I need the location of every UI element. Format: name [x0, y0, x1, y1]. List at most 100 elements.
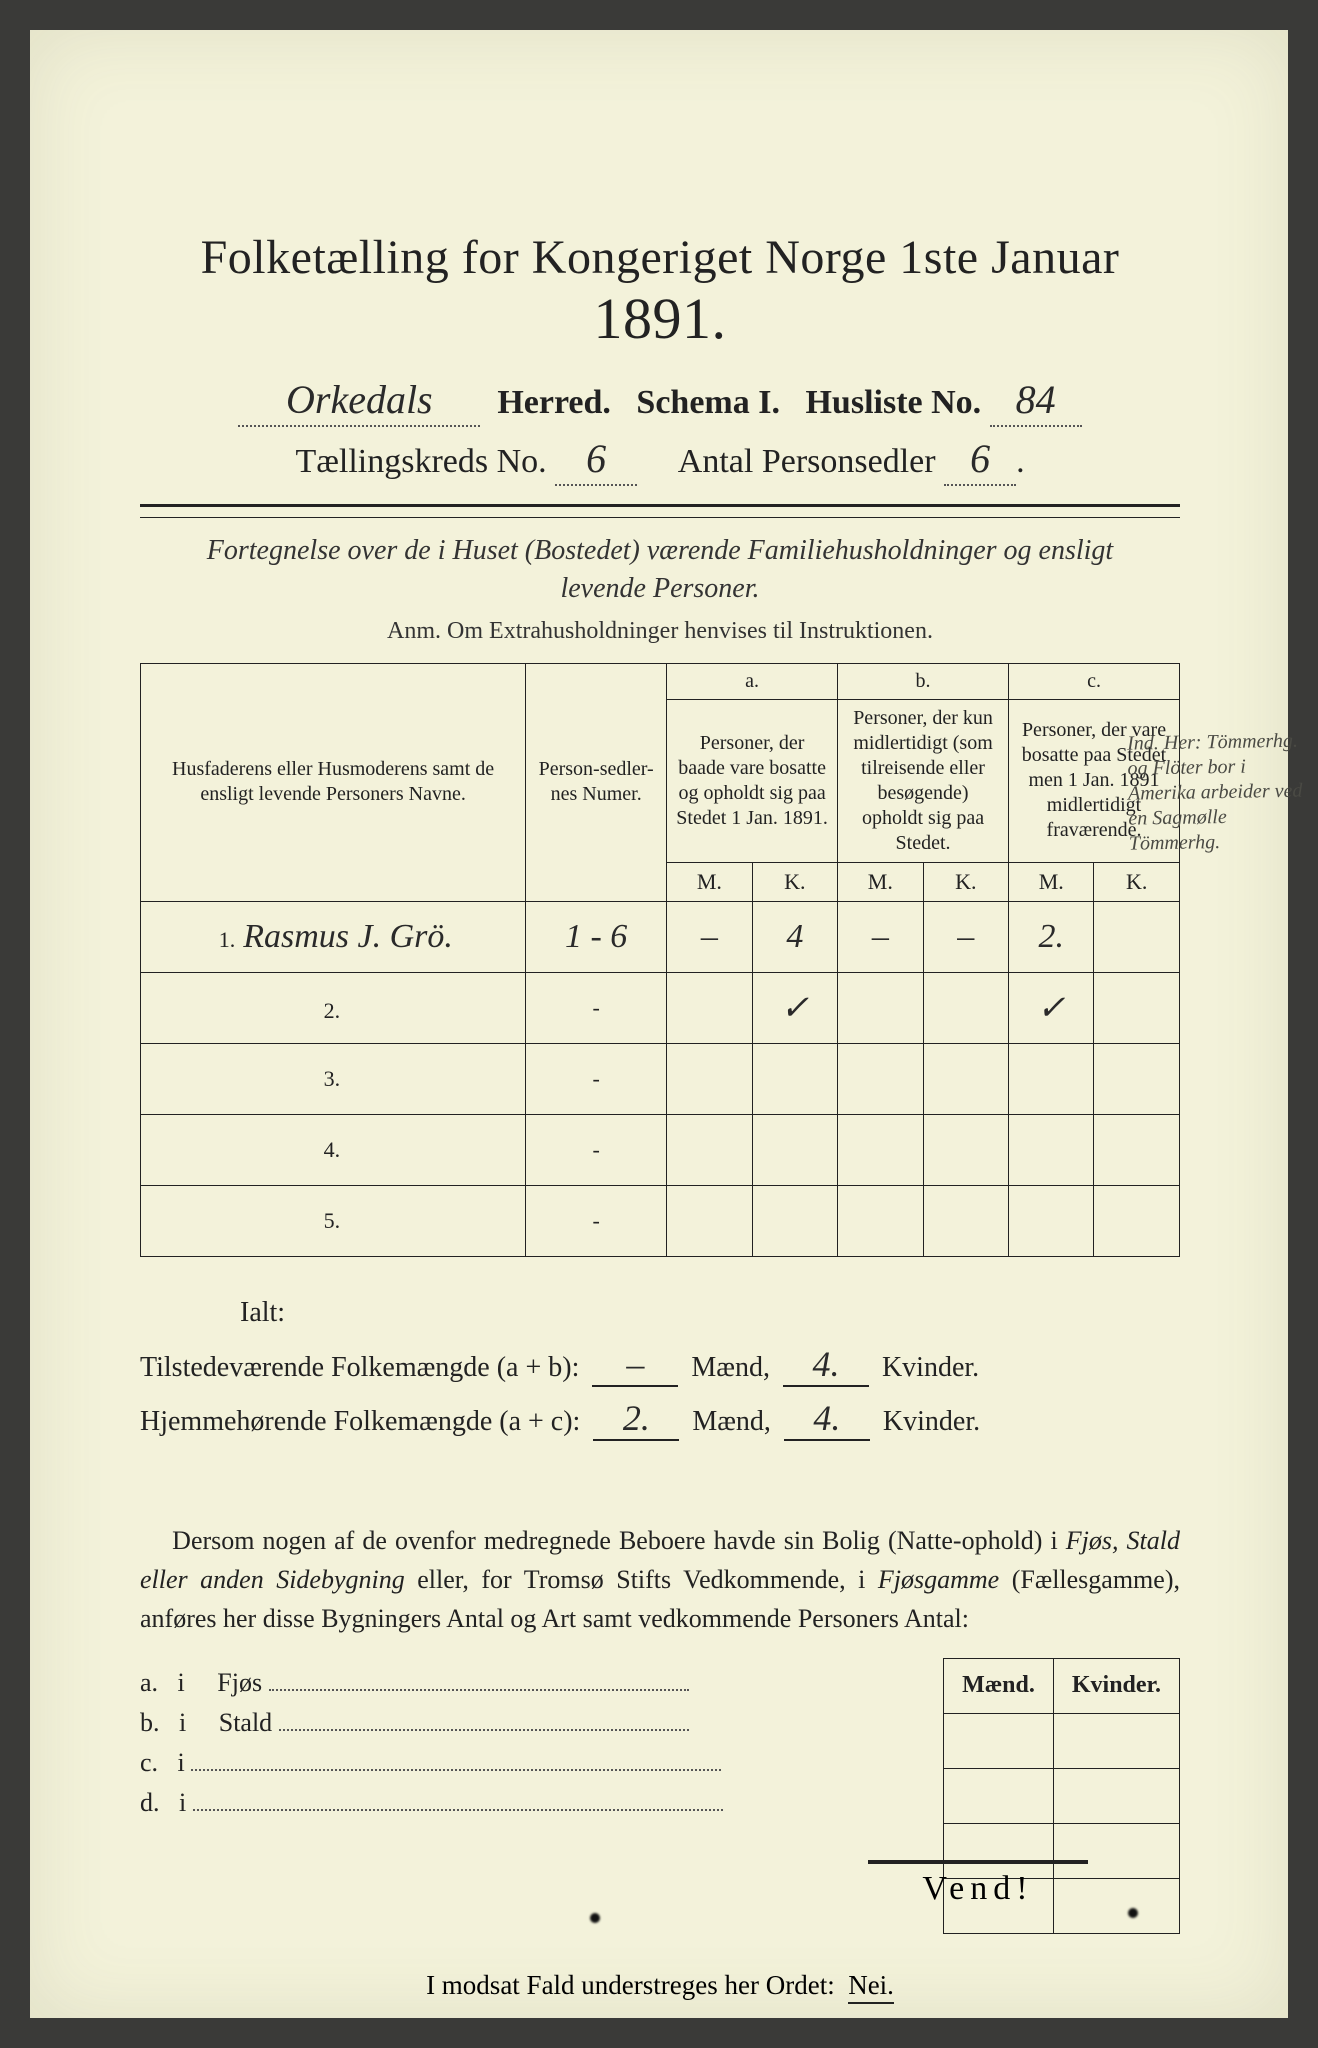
byg-row: a. i Fjøs: [140, 1668, 929, 1698]
cell: –: [701, 918, 718, 955]
herred-label: Herred.: [497, 384, 611, 421]
ialt-kvinder: Kvinder.: [882, 1352, 979, 1383]
nei-text: I modsat Fald understreges her Ordet:: [426, 1970, 835, 2000]
row-numer: 1 - 6: [565, 918, 627, 955]
ialt-maend: Mænd,: [691, 1352, 770, 1383]
husliste-value: 84: [1016, 377, 1056, 422]
byg-i: i: [179, 1788, 186, 1817]
ialt-row2-label: Hjemmehørende Folkemængde (a + c):: [140, 1406, 580, 1438]
ialt-r1-k: 4.: [812, 1344, 839, 1384]
ialt-r2-k: 4.: [813, 1398, 840, 1438]
kreds-label: Tællingskreds No.: [295, 443, 546, 480]
row-num: 5.: [318, 1208, 340, 1234]
byg-key: a.: [140, 1668, 158, 1697]
ialt-row1-label: Tilstedeværende Folkemængde (a + b):: [140, 1352, 579, 1384]
intro-text: Fortegnelse over de i Huset (Bostedet) v…: [180, 532, 1140, 608]
byg-cell: [1053, 1768, 1179, 1823]
row-numer: -: [592, 1066, 599, 1091]
cell: 2.: [1039, 918, 1065, 955]
antal-label: Antal Personsedler: [678, 443, 936, 480]
hdr-a-m: M.: [667, 862, 752, 901]
nei-line: I modsat Fald understreges her Ordet: Ne…: [140, 1970, 1180, 2001]
hdr-c-m: M.: [1009, 862, 1094, 901]
row-num: 3.: [318, 1066, 340, 1092]
byg-key: b.: [140, 1708, 160, 1737]
dots: [269, 1670, 689, 1690]
ink-smudge: [1128, 1908, 1138, 1918]
row-numer: -: [592, 1137, 599, 1162]
buildings-list: a. i Fjøs b. i Stald c. i: [140, 1658, 929, 1934]
ialt-label: Ialt:: [240, 1297, 1180, 1329]
document-page: Folketælling for Kongeriget Norge 1ste J…: [30, 30, 1288, 2018]
row-num: 2.: [318, 998, 340, 1024]
cell: ✓: [1037, 990, 1066, 1027]
table-row: 1. Rasmus J. Grö. 1 - 6 – 4 – – 2.: [141, 901, 1180, 972]
hdr-c-top: c.: [1009, 663, 1180, 699]
row-num: 1.: [213, 927, 235, 953]
ialt-row-2: Hjemmehørende Folkemængde (a + c): 2. Mæ…: [140, 1397, 1180, 1441]
ialt-r2-m: 2.: [623, 1398, 650, 1438]
header-line-3: Tællingskreds No. 6 Antal Personsedler 6…: [140, 435, 1180, 486]
cell: –: [872, 918, 889, 955]
byg-row: b. i Stald: [140, 1708, 929, 1738]
title-text: Folketælling for Kongeriget Norge 1ste J…: [201, 231, 1120, 284]
margin-note: Ind. Her: Tömmerhg. og Flöter bor i Amer…: [1127, 728, 1318, 856]
table-header: Husfaderens eller Husmoderens samt de en…: [141, 663, 1180, 901]
byg-row: c. i: [140, 1748, 929, 1778]
husliste-label: Husliste No.: [805, 384, 981, 421]
hdr-b: Personer, der kun midlertidigt (som tilr…: [838, 699, 1009, 862]
explanatory-paragraph: Dersom nogen af de ovenfor medregnede Be…: [140, 1521, 1180, 1638]
byg-hdr-maend: Mænd.: [944, 1658, 1054, 1713]
hdr-b-m: M.: [838, 862, 923, 901]
byg-i: i: [179, 1708, 186, 1737]
annotation-text: Anm. Om Extrahusholdninger henvises til …: [140, 618, 1180, 645]
schema-label: Schema I.: [636, 384, 780, 421]
hdr-b-k: K.: [923, 862, 1008, 901]
byg-cell: [944, 1713, 1054, 1768]
dots: [279, 1710, 689, 1730]
byg-key: d.: [140, 1788, 160, 1817]
vend-label: Vend!: [868, 1860, 1088, 1908]
hdr-a-k: K.: [752, 862, 837, 901]
hdr-b-top: b.: [838, 663, 1009, 699]
hdr-num: Person-sedler-nes Numer.: [526, 663, 667, 901]
dots: [191, 1750, 721, 1770]
hdr-a-top: a.: [667, 663, 838, 699]
herred-value: Orkedals: [286, 377, 433, 422]
byg-cell: [944, 1768, 1054, 1823]
totals-section: Ialt: Tilstedeværende Folkemængde (a + b…: [140, 1297, 1180, 1441]
byg-label: Fjøs: [217, 1668, 262, 1697]
row-numer: -: [592, 995, 599, 1020]
page-title: Folketælling for Kongeriget Norge 1ste J…: [140, 230, 1180, 352]
ialt-maend: Mænd,: [692, 1406, 771, 1437]
table-row: 3. -: [141, 1043, 1180, 1114]
header-line-2: Orkedals Herred. Schema I. Husliste No. …: [140, 376, 1180, 427]
hdr-a: Personer, der baade vare bosatte og opho…: [667, 699, 838, 862]
byg-row: d. i: [140, 1788, 929, 1818]
table-row: 2. - ✓ ✓: [141, 972, 1180, 1043]
table-row: 4. -: [141, 1114, 1180, 1185]
table-body: 1. Rasmus J. Grö. 1 - 6 – 4 – – 2. 2. - ✓: [141, 901, 1180, 1256]
row-name-val: Rasmus J. Grö.: [243, 918, 453, 955]
ialt-kvinder: Kvinder.: [883, 1406, 980, 1437]
kreds-value: 6: [586, 436, 606, 481]
byg-i: i: [178, 1748, 185, 1777]
byg-hdr-kvinder: Kvinder.: [1053, 1658, 1179, 1713]
cell: –: [957, 918, 974, 955]
row-num: 4.: [318, 1137, 340, 1163]
table-row: 5. -: [141, 1185, 1180, 1256]
byg-cell: [1053, 1713, 1179, 1768]
content-area: Folketælling for Kongeriget Norge 1ste J…: [140, 230, 1180, 2001]
row-numer: -: [592, 1208, 599, 1233]
hdr-name: Husfaderens eller Husmoderens samt de en…: [141, 663, 526, 901]
byg-i: i: [178, 1668, 185, 1697]
divider-thin: [140, 517, 1180, 518]
cell: 4: [786, 918, 803, 955]
dots: [193, 1790, 723, 1810]
antal-value: 6: [970, 436, 990, 481]
byg-label: Stald: [219, 1708, 272, 1737]
title-year: 1891.: [594, 286, 727, 351]
ialt-row-1: Tilstedeværende Folkemængde (a + b): – M…: [140, 1343, 1180, 1387]
nei-word: Nei.: [848, 1970, 894, 2004]
census-table: Husfaderens eller Husmoderens samt de en…: [140, 663, 1180, 1257]
